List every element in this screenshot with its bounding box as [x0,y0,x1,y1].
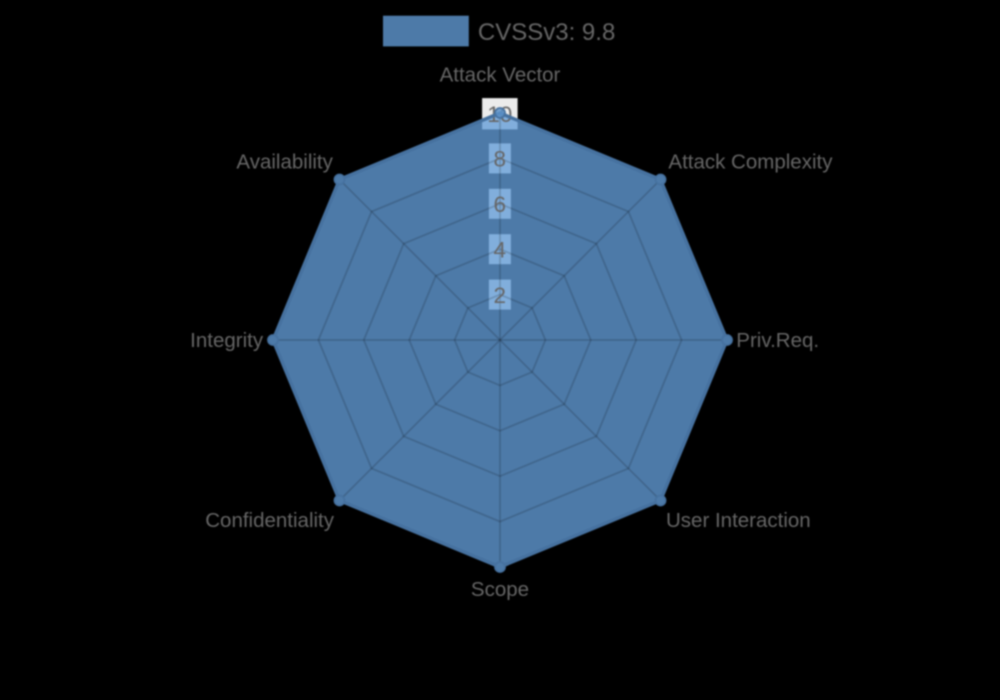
svg-text:4: 4 [494,237,507,262]
svg-text:User Interaction: User Interaction [666,509,811,532]
svg-text:6: 6 [494,192,507,217]
svg-text:Attack Vector: Attack Vector [440,64,561,87]
svg-text:Confidentiality: Confidentiality [205,509,335,532]
svg-text:Attack Complexity: Attack Complexity [668,150,833,173]
svg-text:CVSSv3: 9.8: CVSSv3: 9.8 [478,19,615,46]
svg-text:2: 2 [494,283,507,308]
svg-text:Availability: Availability [236,150,333,173]
svg-text:Scope: Scope [471,578,529,601]
svg-text:8: 8 [494,147,507,172]
svg-text:Integrity: Integrity [190,329,264,352]
svg-text:Priv.Req.: Priv.Req. [736,329,819,352]
